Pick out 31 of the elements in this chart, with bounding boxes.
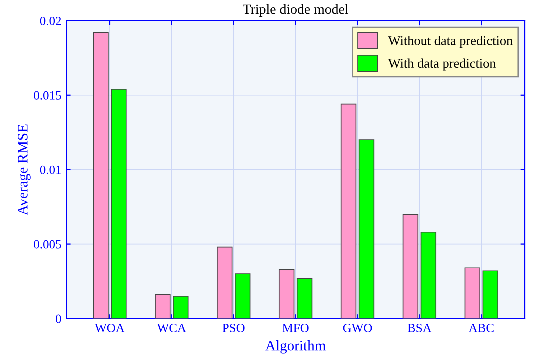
bar xyxy=(155,294,171,319)
x-tick-label: BSA xyxy=(408,324,432,332)
y-tick-label: 0.015 xyxy=(34,91,62,100)
bar xyxy=(278,269,295,319)
legend-label: With data prediction xyxy=(388,58,496,71)
y-tick-label: 0 xyxy=(56,314,62,324)
bar xyxy=(296,278,313,319)
y-tick-label: 0.005 xyxy=(34,240,62,249)
y-tick-label: 0.02 xyxy=(40,16,62,26)
bar xyxy=(93,32,109,319)
bar xyxy=(420,232,437,319)
x-tick-label: PSO xyxy=(222,324,245,332)
chart-title: Triple diode model xyxy=(243,4,349,17)
y-axis-title: Average RMSE xyxy=(18,124,31,216)
legend-label: Without data prediction xyxy=(388,36,513,48)
bar xyxy=(482,270,498,319)
bar xyxy=(173,296,189,319)
x-tick-label: WCA xyxy=(157,324,186,332)
x-tick-label: MFO xyxy=(282,324,309,332)
x-tick-label: ABC xyxy=(468,324,494,332)
bar xyxy=(340,104,357,319)
y-tick-label: 0.01 xyxy=(40,166,62,174)
bar xyxy=(111,89,127,319)
bar xyxy=(402,214,419,319)
bar xyxy=(464,268,481,319)
bar xyxy=(217,246,233,319)
bar xyxy=(358,140,375,319)
x-tick-label: WOA xyxy=(95,324,125,332)
bar xyxy=(235,274,251,319)
x-tick-label: GWO xyxy=(343,324,372,332)
x-axis-title: Algorithm xyxy=(266,340,326,354)
